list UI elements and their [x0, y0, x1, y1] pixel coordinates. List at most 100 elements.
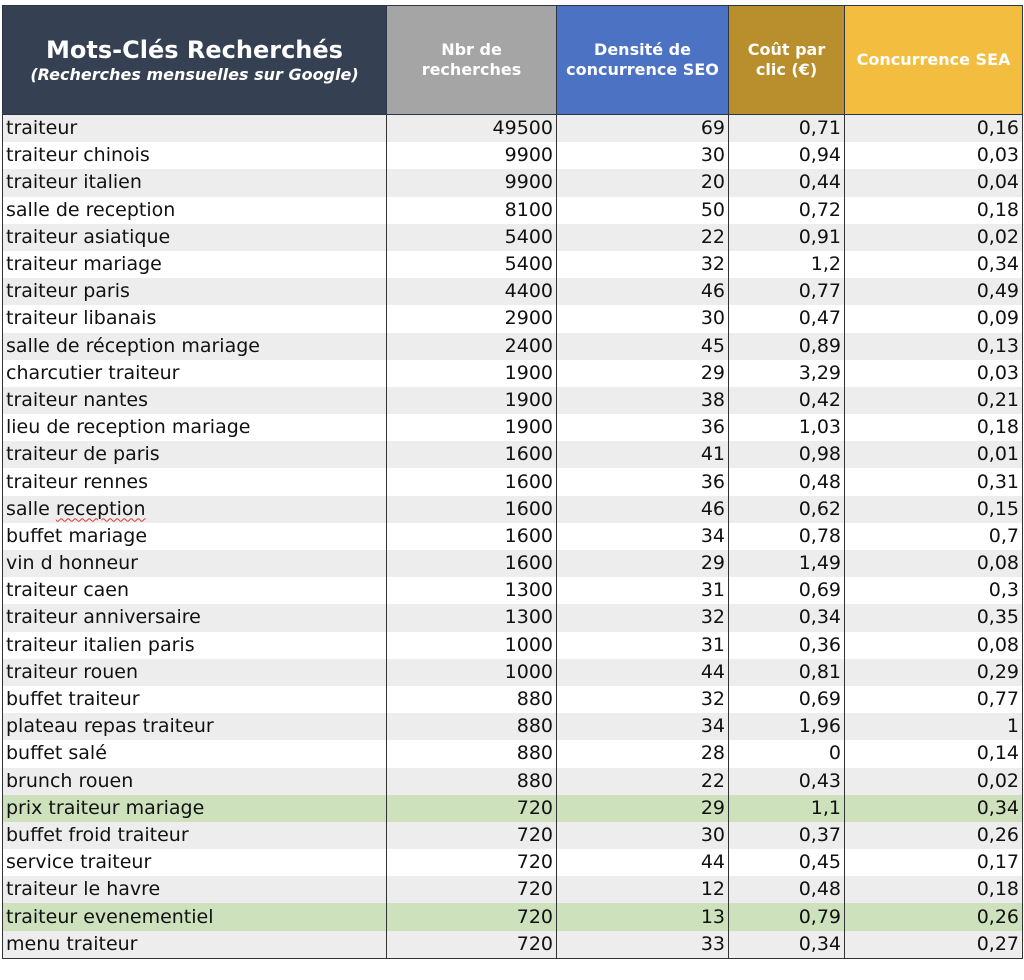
- cell-cpc[interactable]: 0,34: [728, 930, 845, 959]
- cell-seo[interactable]: 20: [556, 169, 729, 197]
- cell-searches[interactable]: 720: [386, 930, 557, 959]
- cell-cpc[interactable]: 0,77: [728, 278, 845, 306]
- cell-sea[interactable]: 0,02: [844, 223, 1023, 251]
- cell-keyword[interactable]: traiteur asiatique: [2, 223, 387, 251]
- cell-keyword[interactable]: buffet mariage: [2, 522, 387, 550]
- cell-sea[interactable]: 0,27: [844, 930, 1023, 959]
- cell-keyword[interactable]: traiteur italien paris: [2, 631, 387, 659]
- cell-sea[interactable]: 0,02: [844, 767, 1023, 795]
- cell-sea[interactable]: 1: [844, 713, 1023, 741]
- cell-sea[interactable]: 0,77: [844, 685, 1023, 714]
- cell-searches[interactable]: 720: [386, 849, 557, 877]
- cell-cpc[interactable]: 0,34: [728, 604, 845, 632]
- cell-keyword[interactable]: menu traiteur: [2, 930, 387, 959]
- cell-keyword[interactable]: buffet froid traiteur: [2, 821, 387, 850]
- cell-seo[interactable]: 12: [556, 876, 729, 904]
- cell-seo[interactable]: 29: [556, 359, 729, 387]
- cell-sea[interactable]: 0,31: [844, 468, 1023, 496]
- cell-searches[interactable]: 1300: [386, 577, 557, 605]
- cell-seo[interactable]: 38: [556, 386, 729, 415]
- cell-searches[interactable]: 1600: [386, 441, 557, 469]
- cell-searches[interactable]: 880: [386, 685, 557, 714]
- cell-seo[interactable]: 46: [556, 495, 729, 523]
- cell-seo[interactable]: 32: [556, 685, 729, 714]
- cell-cpc[interactable]: 0,98: [728, 441, 845, 469]
- cell-cpc[interactable]: 1,49: [728, 550, 845, 578]
- cell-keyword[interactable]: traiteur caen: [2, 577, 387, 605]
- cell-seo[interactable]: 44: [556, 658, 729, 686]
- header-keyword[interactable]: Mots-Clés Recherchés (Recherches mensuel…: [2, 5, 387, 115]
- cell-searches[interactable]: 1900: [386, 414, 557, 442]
- cell-seo[interactable]: 46: [556, 278, 729, 306]
- cell-sea[interactable]: 0,18: [844, 414, 1023, 442]
- header-sea[interactable]: Concurrence SEA: [844, 5, 1023, 115]
- cell-keyword[interactable]: buffet traiteur: [2, 685, 387, 714]
- cell-searches[interactable]: 5400: [386, 250, 557, 279]
- cell-sea[interactable]: 0,29: [844, 658, 1023, 686]
- cell-sea[interactable]: 0,26: [844, 821, 1023, 850]
- cell-keyword[interactable]: salle reception: [2, 495, 387, 523]
- cell-seo[interactable]: 22: [556, 223, 729, 251]
- cell-cpc[interactable]: 0,71: [728, 114, 845, 143]
- cell-seo[interactable]: 22: [556, 767, 729, 795]
- cell-seo[interactable]: 69: [556, 114, 729, 143]
- cell-searches[interactable]: 2900: [386, 305, 557, 333]
- cell-cpc[interactable]: 0,36: [728, 631, 845, 659]
- cell-sea[interactable]: 0,3: [844, 577, 1023, 605]
- cell-seo[interactable]: 34: [556, 522, 729, 550]
- cell-cpc[interactable]: 3,29: [728, 359, 845, 387]
- cell-keyword[interactable]: traiteur: [2, 114, 387, 143]
- cell-keyword[interactable]: traiteur paris: [2, 278, 387, 306]
- cell-searches[interactable]: 1000: [386, 658, 557, 686]
- cell-cpc[interactable]: 0,43: [728, 767, 845, 795]
- cell-cpc[interactable]: 0,48: [728, 876, 845, 904]
- cell-searches[interactable]: 9900: [386, 142, 557, 170]
- cell-searches[interactable]: 720: [386, 794, 557, 822]
- cell-seo[interactable]: 29: [556, 794, 729, 822]
- cell-cpc[interactable]: 0,48: [728, 468, 845, 496]
- cell-sea[interactable]: 0,03: [844, 359, 1023, 387]
- cell-searches[interactable]: 880: [386, 713, 557, 741]
- cell-cpc[interactable]: 0,47: [728, 305, 845, 333]
- cell-sea[interactable]: 0,21: [844, 386, 1023, 415]
- cell-seo[interactable]: 36: [556, 414, 729, 442]
- cell-searches[interactable]: 4400: [386, 278, 557, 306]
- cell-searches[interactable]: 1000: [386, 631, 557, 659]
- cell-sea[interactable]: 0,01: [844, 441, 1023, 469]
- cell-seo[interactable]: 30: [556, 142, 729, 170]
- cell-searches[interactable]: 1600: [386, 468, 557, 496]
- cell-searches[interactable]: 49500: [386, 114, 557, 143]
- cell-searches[interactable]: 2400: [386, 332, 557, 360]
- cell-seo[interactable]: 34: [556, 713, 729, 741]
- cell-seo[interactable]: 13: [556, 903, 729, 931]
- cell-keyword[interactable]: traiteur libanais: [2, 305, 387, 333]
- cell-searches[interactable]: 1900: [386, 359, 557, 387]
- cell-seo[interactable]: 32: [556, 250, 729, 279]
- cell-keyword[interactable]: traiteur chinois: [2, 142, 387, 170]
- cell-cpc[interactable]: 0,89: [728, 332, 845, 360]
- cell-seo[interactable]: 36: [556, 468, 729, 496]
- cell-cpc[interactable]: 0,91: [728, 223, 845, 251]
- cell-sea[interactable]: 0,04: [844, 169, 1023, 197]
- cell-keyword[interactable]: brunch rouen: [2, 767, 387, 795]
- cell-searches[interactable]: 720: [386, 876, 557, 904]
- cell-cpc[interactable]: 0,37: [728, 821, 845, 850]
- cell-keyword[interactable]: traiteur rouen: [2, 658, 387, 686]
- cell-seo[interactable]: 28: [556, 740, 729, 768]
- cell-seo[interactable]: 31: [556, 577, 729, 605]
- cell-keyword[interactable]: traiteur nantes: [2, 386, 387, 415]
- cell-seo[interactable]: 32: [556, 604, 729, 632]
- cell-cpc[interactable]: 0,79: [728, 903, 845, 931]
- cell-keyword[interactable]: salle de reception: [2, 196, 387, 224]
- cell-sea[interactable]: 0,34: [844, 250, 1023, 279]
- cell-sea[interactable]: 0,26: [844, 903, 1023, 931]
- header-searches[interactable]: Nbr de recherches: [386, 5, 557, 115]
- cell-searches[interactable]: 720: [386, 821, 557, 850]
- cell-sea[interactable]: 0,35: [844, 604, 1023, 632]
- cell-sea[interactable]: 0,18: [844, 196, 1023, 224]
- cell-keyword[interactable]: traiteur mariage: [2, 250, 387, 279]
- cell-cpc[interactable]: 1,03: [728, 414, 845, 442]
- cell-keyword[interactable]: salle de réception mariage: [2, 332, 387, 360]
- cell-cpc[interactable]: 0,69: [728, 577, 845, 605]
- cell-cpc[interactable]: 0,81: [728, 658, 845, 686]
